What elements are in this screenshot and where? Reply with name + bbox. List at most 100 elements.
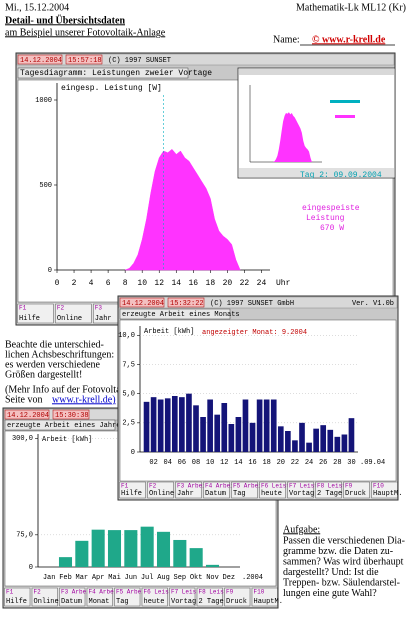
info-line: Seite von (5, 394, 43, 405)
note-line: lichen Achsbeschriftungen: (5, 349, 114, 360)
key-code: F5 Arbeit (233, 483, 265, 490)
status-time-box (52, 409, 90, 420)
key-label: Online (149, 490, 174, 498)
function-key (371, 481, 398, 499)
status-date-box (4, 409, 50, 420)
bar (207, 399, 213, 452)
bar (263, 399, 270, 452)
x-tick-label: 24 (257, 279, 267, 288)
x-tick-label: 16 (248, 459, 256, 467)
x-tick-label: 16 (189, 279, 199, 288)
inset-frame (237, 67, 396, 179)
status-time: 15:30:38 (55, 412, 89, 420)
x-tick-label: 6 (106, 279, 111, 288)
task-line: dargestellt? Und: Ist die (283, 567, 379, 578)
bar (164, 398, 171, 452)
function-key (259, 481, 286, 499)
task-title: Aufgabe: (283, 524, 320, 535)
function-key (55, 303, 92, 324)
screen: 14.12.2004 15:32:22 (C) 1997 SUNSET GmbH Ve… (117, 295, 402, 501)
status-date: 14.12.2004 (7, 412, 49, 420)
function-key (203, 481, 230, 499)
status-copyright: (C) 1997 SUNSET GmbH (210, 300, 294, 308)
y-tick-label: 2,5 (122, 420, 135, 428)
note-line: Größen dargestellt! (5, 369, 82, 380)
x-tick-label: 4 (89, 279, 94, 288)
y-tick-label: 1000 (35, 97, 52, 105)
key-label: Tag (233, 490, 246, 498)
function-key (287, 481, 314, 499)
x-tick-label: 10 (206, 459, 214, 467)
function-key (231, 481, 258, 499)
key-label: HauptM. (373, 490, 402, 498)
chart-title: Tagesdiagramm: Leistungen zweier Vortage (20, 69, 212, 78)
x-tick-label: 0 (55, 279, 60, 288)
y-tick-label: 300,0 (12, 435, 33, 443)
bar (256, 399, 263, 452)
key-label: Vortag (289, 490, 314, 498)
x-tick-label: 14 (234, 459, 242, 467)
y-axis-label: Arbeit [kWh] (144, 328, 194, 336)
inset-area (273, 112, 312, 162)
date: Mi., 15.12.2004 (5, 2, 69, 13)
inset-status (239, 69, 394, 75)
key-label: Hilfe (19, 315, 40, 323)
function-key (141, 587, 168, 607)
function-key (196, 587, 223, 607)
x-tick-label: Jan (43, 574, 56, 582)
x-tick-label: 20 (223, 279, 233, 288)
key-label: Druck (226, 598, 247, 606)
x-tick-label: Feb (59, 574, 72, 582)
status-date: 14.12.2004 (20, 57, 62, 65)
key-code: F3 Arbeit (61, 589, 93, 596)
function-key (4, 587, 31, 607)
x-tick-label: 2 (72, 279, 77, 288)
function-key (59, 587, 86, 607)
key-label: Datum (205, 490, 226, 498)
x-axis-suffix: .09.04 (360, 459, 385, 467)
x-tick-label: 02 (149, 459, 157, 467)
x-tick-label: 14 (171, 279, 181, 288)
x-tick-label: 08 (192, 459, 200, 467)
bar (221, 403, 228, 452)
x-axis-suffix: .2004 (242, 574, 263, 582)
x-tick-label: 12 (220, 459, 228, 467)
x-tick-label: 22 (240, 279, 250, 288)
inset-keys (239, 168, 394, 177)
bar (200, 417, 206, 452)
function-key (114, 587, 141, 607)
x-tick-label: 10 (137, 279, 147, 288)
info-link: www.r-krell.de) (52, 394, 116, 405)
chart-annotation: angezeigter Monat: 9.2004 (202, 329, 307, 337)
y-axis-label: eingesp. Leistung [W] (61, 84, 162, 93)
bar (327, 429, 334, 452)
key-label: 2 Tage (317, 490, 342, 498)
title: Detail- und Übersichtsdaten (5, 13, 125, 26)
chart-title-bar (17, 67, 189, 79)
bar (91, 529, 105, 567)
bar (205, 564, 220, 567)
y-tick-label: 10,0 (118, 332, 135, 340)
bar (249, 422, 256, 452)
key-label: Online (34, 598, 59, 606)
key-code: F4 Arbeit (205, 483, 237, 490)
key-label: Vortag (171, 598, 196, 606)
x-tick-label: 30 (347, 459, 355, 467)
key-label: Hilfe (121, 490, 142, 498)
function-key (31, 587, 58, 607)
function-key (147, 481, 174, 499)
bar (75, 540, 89, 567)
key-code: F6 Leist. (144, 589, 176, 596)
key-label: Jahr (177, 490, 194, 498)
x-tick-label: 20 (277, 459, 285, 467)
status-version: Ver. V1.0b (352, 300, 394, 308)
x-tick-label: 8 (123, 279, 128, 288)
bar (140, 526, 154, 567)
task: Aufgabe:Passen die verschiedenen Dia-gra… (283, 524, 405, 599)
day-annotation: Tag 2: 09.09.2004 (300, 171, 382, 180)
key-code: F6 Leist. (261, 483, 293, 490)
x-tick-label: Nov (206, 574, 219, 582)
key-label: Monat (89, 598, 110, 606)
function-key (251, 587, 278, 607)
